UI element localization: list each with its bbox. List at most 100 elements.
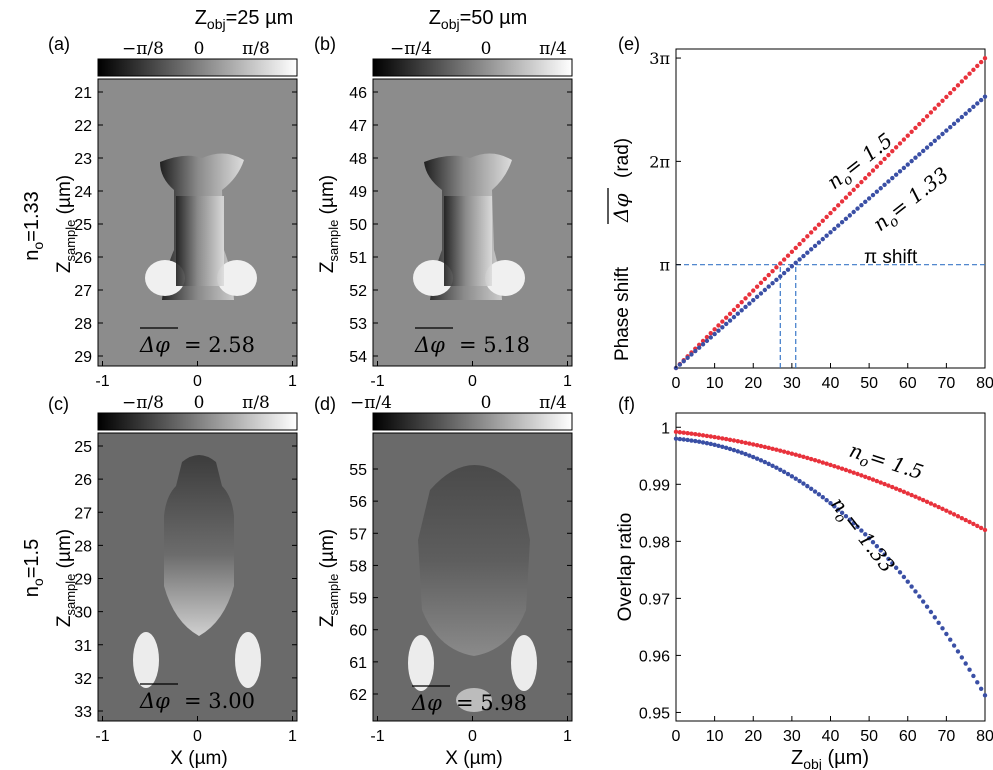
chart-e-reference [676,264,985,368]
map-b-xtick-label: 0 [468,373,477,390]
chart-f-point-series-0 [696,432,702,437]
chart-f-point-series-0 [801,454,806,460]
chart-f-point-series-0 [917,496,922,501]
chart-f-point-series-1 [886,556,891,562]
chart-e-point-series-1 [917,152,922,157]
chart-f-point-series-0 [967,519,972,525]
chart-e-point-series-1 [921,148,926,154]
chart-e-point-series-0 [778,261,783,266]
map-d-ytick-label: 59 [349,591,367,608]
chart-e-point-series-1 [847,213,853,218]
chart-e-point-series-1 [797,257,802,262]
chart-e-point-series-1 [882,182,887,188]
chart-e-point-series-0 [955,83,961,88]
chart-e-point-series-0 [812,226,818,231]
colorbar-b: −π/4 0 π/4 [372,39,573,77]
chart-f-point-series-1 [727,446,733,452]
chart-f-point-series-1 [948,637,953,642]
chart-e-point-series-0 [963,75,968,80]
colorbar-c: −π/8 0 π/8 [97,393,298,431]
chart-f-point-series-0 [936,504,941,510]
chart-f-point-series-0 [851,470,856,475]
map-a-average-label: Δφ = 2.58 [139,327,255,357]
chart-f-point-series-0 [878,480,883,485]
chart-f-point-series-1 [731,447,737,453]
chart-e-point-series-1 [897,169,903,174]
chart-f-xtick-label: 50 [860,728,878,745]
chart-f-point-series-1 [940,626,945,631]
colorbar-a-tick-mid: 0 [194,39,205,59]
chart-f-xtick-label: 20 [744,728,762,745]
chart-e-point-series-0 [801,238,806,243]
chart-f-point-series-1 [801,481,806,486]
chart-e-point-series-0 [720,319,725,324]
chart-e-point-series-1 [901,165,907,171]
chart-e-point-series-0 [704,334,710,340]
map-b-ytick-label: 52 [349,283,367,300]
chart-e-xtick-label: 80 [976,375,993,392]
chart-e-point-series-0 [843,195,849,200]
chart-e-points [673,56,988,371]
map-b-ytick-label: 54 [349,349,367,366]
chart-f-point-series-1 [936,620,941,626]
svg-text:= 5.98: = 5.98 [456,691,527,715]
map-d-ytick-label: 57 [349,526,367,543]
map-a-ytick-label: 24 [74,184,92,201]
chart-f-point-series-1 [913,589,918,594]
chart-e-ytick-label: π [659,256,670,275]
chart-e-xtick-label: 10 [706,375,724,392]
chart-e-point-series-0 [936,102,941,107]
chart-e-point-series-0 [758,280,764,286]
map-b-ylabel: Zsample (µm) [317,175,341,273]
chart-f-xtick-label: 0 [672,728,681,745]
map-d-xtick-label: 0 [468,728,477,745]
chart-f-point-series-0 [797,453,802,458]
chart-f-point-series-0 [955,514,961,519]
colorbar-d-tick-left: −π/4 [350,393,392,413]
chart-e-xtick-label: 30 [783,375,801,392]
chart-e-point-series-1 [731,314,737,320]
chart-e-point-series-1 [936,135,941,140]
chart-e-point-series-0 [832,207,837,212]
chart-f-point-series-1 [824,497,829,503]
chart-f-point-series-0 [685,430,690,436]
map-d-ytick-label: 60 [349,623,367,640]
map-b-ytick-label: 50 [349,217,367,234]
map-a-ytick-label: 28 [74,316,92,333]
chart-f-point-series-1 [851,521,856,526]
panel-letter-f: (f) [618,394,635,414]
map-d-xtick-label: 1 [563,728,572,745]
chart-f-point-series-0 [731,438,737,443]
chart-e-point-series-0 [982,56,988,61]
chart-f-point-series-1 [781,469,787,475]
chart-e-point-series-0 [951,86,957,92]
chart-e-point-series-1 [774,277,779,283]
chart-e-point-series-0 [820,218,825,224]
colorbar-b-tick-left: −π/4 [390,39,432,59]
chart-f-point-series-0 [963,517,968,523]
chart-f-point-series-1 [693,438,698,444]
chart-f-xtick-label: 60 [899,728,917,745]
map-c-body [164,455,234,636]
map-c-ytick-label: 28 [74,538,92,555]
map-c-x-ticks: -1 0 1 [95,716,297,745]
chart-e-point-series-1 [747,301,752,306]
chart-f-point-series-0 [781,449,787,454]
chart-e-point-series-0 [789,249,795,255]
chart-f-point-series-1 [909,584,914,589]
chart-e-point-series-1 [866,196,872,201]
chart-e-point-series-0 [870,168,876,173]
svg-text:Δφ: Δφ [139,689,170,713]
chart-f-point-series-1 [959,655,965,660]
chart-e-point-series-0 [808,230,814,235]
map-d-xtick-label: -1 [370,728,384,745]
chart-e-point-series-0 [727,311,733,316]
chart-e-point-series-1 [855,206,860,211]
chart-f-point-series-0 [677,430,683,435]
chart-e-ylabel-symbol: Δφ [609,194,633,223]
chart-f-point-series-1 [897,570,903,575]
chart-f-point-series-0 [836,465,841,470]
map-c-lobe-right [235,632,261,688]
chart-f-point-series-1 [747,453,752,458]
chart-e-point-series-1 [874,189,880,194]
